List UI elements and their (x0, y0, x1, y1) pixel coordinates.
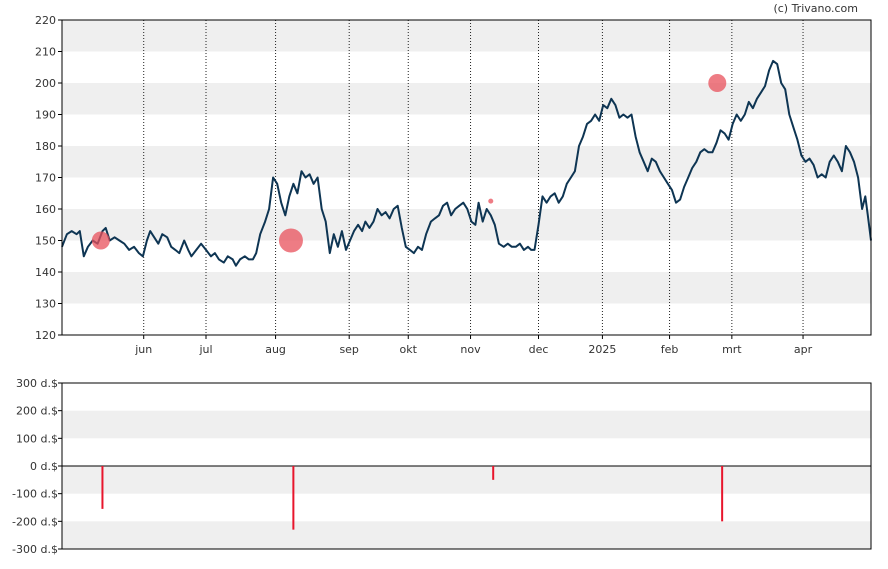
volume-panel: -300 d.$ -200 d.$ -100 d.$ 0 d.$ 100 d.$ 200 … (12, 377, 872, 556)
price-band (62, 209, 871, 241)
y-tick-label: 120 (35, 329, 56, 342)
volume-bar (492, 466, 495, 480)
volume-frame (61, 382, 872, 550)
y-tick-label: 130 (35, 298, 56, 311)
volume-y-tick-label: 0 d.$ (30, 460, 58, 473)
y-tick-label: 140 (35, 266, 56, 279)
volume-y-tick-label: 200 d.$ (16, 405, 58, 418)
price-line (61, 59, 872, 267)
x-tick-label: sep (339, 343, 358, 356)
price-band (62, 20, 871, 52)
price-band (62, 83, 871, 115)
volume-y-tick-label: 100 d.$ (16, 432, 58, 445)
x-tick-label: nov (460, 343, 481, 356)
volume-y-tick-label: -100 d.$ (12, 488, 58, 501)
volume-bar (721, 466, 724, 522)
x-tick-label: apr (794, 343, 813, 356)
y-tick-label: 220 (35, 14, 56, 27)
x-tick-label: okt (400, 343, 418, 356)
y-tick-label: 160 (35, 203, 56, 216)
price-panel: jun jul aug sep okt nov dec 2025 feb mrt apr 120 130… (35, 14, 872, 356)
x-tick-label: aug (265, 343, 286, 356)
volume-bar (292, 466, 295, 530)
volume-band (62, 521, 871, 549)
price-band (62, 272, 871, 304)
volume-band (62, 466, 871, 494)
y-tick-label: 210 (35, 46, 56, 59)
volume-band (62, 410, 871, 439)
price-frame (61, 19, 872, 336)
y-tick-label: 180 (35, 140, 56, 153)
x-tick-label: 2025 (588, 343, 616, 356)
x-tick-label: jun (134, 343, 152, 356)
event-marker (278, 228, 303, 253)
y-tick-label: 190 (35, 109, 56, 122)
x-tick-label: mrt (722, 343, 742, 356)
copyright-text: (c) Trivano.com (773, 2, 858, 15)
event-marker (708, 74, 727, 92)
volume-y-tick-label: -300 d.$ (12, 543, 58, 556)
event-marker (488, 198, 494, 204)
volume-bar (101, 466, 104, 509)
volume-y-tick-label: 300 d.$ (16, 377, 58, 390)
x-tick-label: jul (198, 343, 212, 356)
price-band (62, 146, 871, 178)
y-tick-label: 150 (35, 235, 56, 248)
volume-y-tick-label: -200 d.$ (12, 515, 58, 528)
event-marker (91, 231, 110, 250)
x-tick-label: feb (661, 343, 679, 356)
x-tick-label: dec (529, 343, 549, 356)
y-tick-label: 170 (35, 172, 56, 185)
y-tick-label: 200 (35, 77, 56, 90)
